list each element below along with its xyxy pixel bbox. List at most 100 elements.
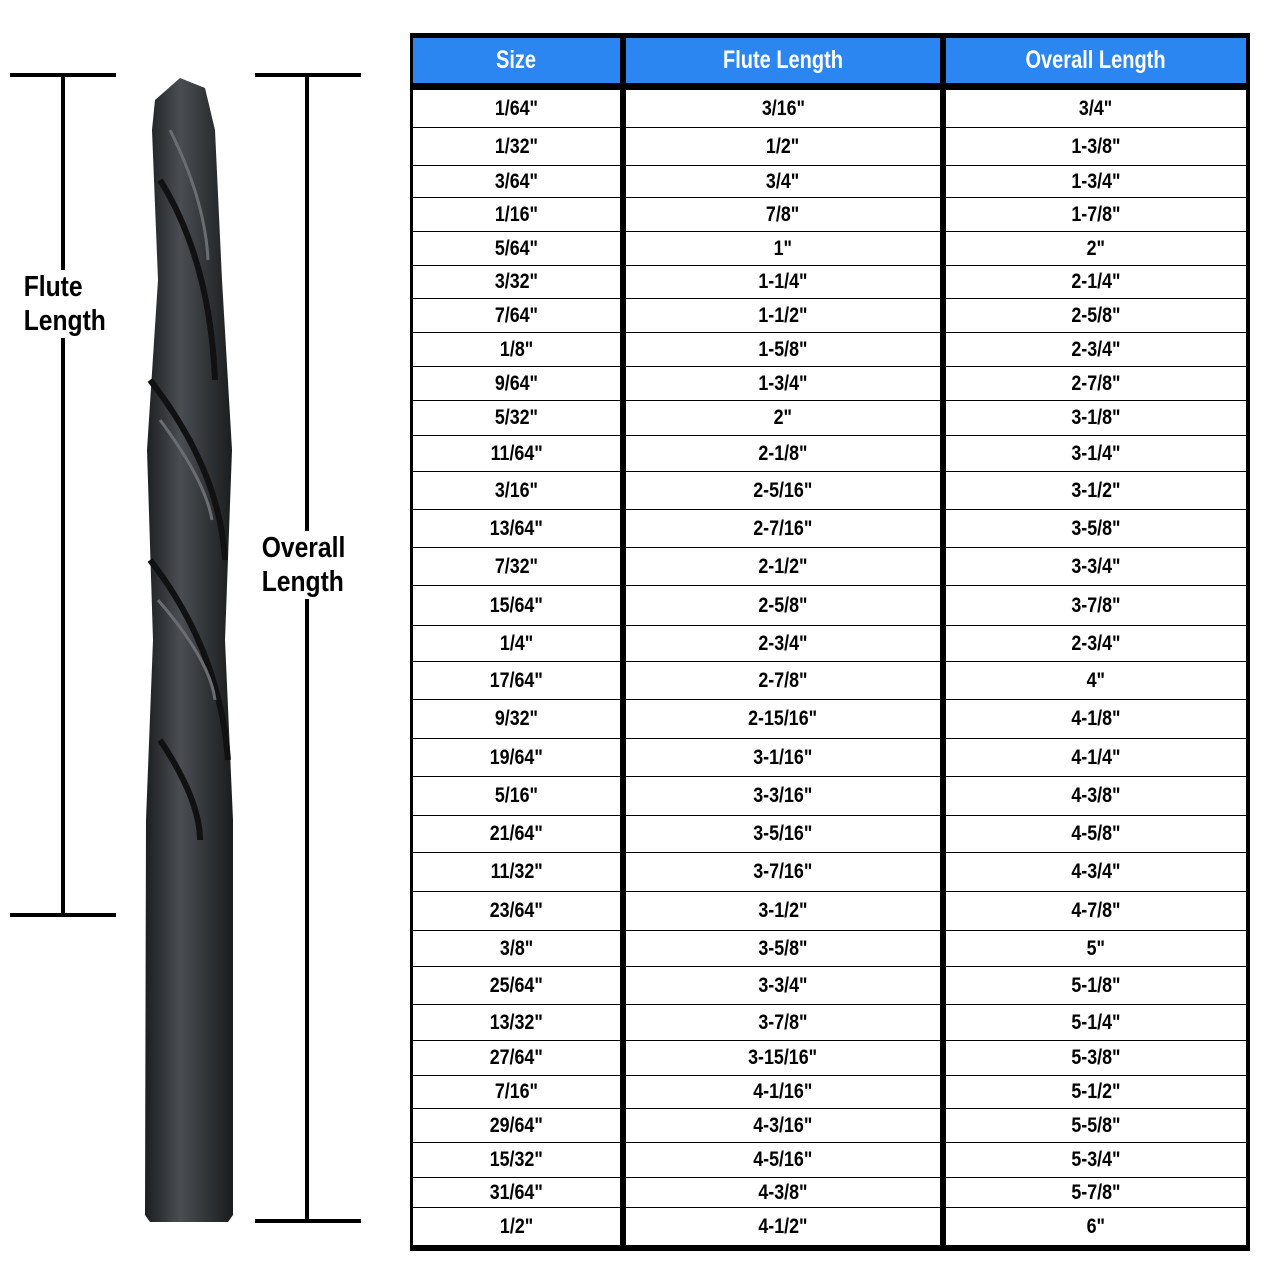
cell-size: 7/64"	[413, 299, 620, 332]
cell-value: 1-7/8"	[1071, 202, 1121, 226]
cell-overall-length: 4-3/8"	[946, 777, 1246, 815]
cell-flute-length: 4-1/16"	[626, 1076, 940, 1108]
cell-value: 3/4"	[766, 169, 800, 193]
cell-value: 1-3/8"	[1071, 134, 1121, 158]
flute-dimension-line	[61, 75, 65, 915]
cell-flute-length: 2-1/2"	[626, 548, 940, 585]
cell-size: 1/4"	[413, 626, 620, 661]
size-chart-table: Size Flute Length Overall Length 1/64" 3/16"…	[410, 33, 1250, 1251]
header-label: Overall Length	[1025, 46, 1167, 74]
cell-flute-length: 3-7/16"	[626, 853, 940, 891]
cell-value: 3/64"	[494, 169, 539, 193]
overall-dimension-bottom-tick	[255, 1219, 361, 1223]
cell-value: 17/64"	[489, 668, 544, 692]
cell-value: 1"	[773, 236, 793, 260]
cell-flute-length: 1-5/8"	[626, 333, 940, 366]
cell-overall-length: 2"	[946, 232, 1246, 265]
cell-size: 9/32"	[413, 700, 620, 738]
cell-size: 13/64"	[413, 510, 620, 547]
cell-flute-length: 3-5/16"	[626, 816, 940, 852]
cell-overall-length: 4-1/4"	[946, 739, 1246, 776]
cell-value: 4-5/8"	[1071, 822, 1121, 845]
cell-size: 27/64"	[413, 1041, 620, 1075]
cell-size: 15/64"	[413, 586, 620, 625]
cell-value: 15/64"	[489, 593, 544, 617]
cell-value: 5-3/4"	[1071, 1148, 1121, 1171]
cell-value: 4-7/8"	[1071, 899, 1121, 922]
cell-flute-length: 3-1/2"	[626, 892, 940, 930]
cell-value: 2-7/8"	[1071, 371, 1121, 395]
cell-value: 5-5/8"	[1071, 1113, 1121, 1137]
cell-value: 7/64"	[494, 303, 539, 327]
cell-value: 3-3/4"	[1071, 554, 1121, 578]
cell-overall-length: 2-3/4"	[946, 333, 1246, 366]
cell-value: 1/16"	[494, 202, 539, 226]
cell-value: 2"	[773, 406, 793, 429]
cell-size: 1/16"	[413, 198, 620, 231]
cell-size: 5/32"	[413, 401, 620, 435]
cell-flute-length: 4-1/2"	[626, 1208, 940, 1245]
cell-overall-length: 6"	[946, 1208, 1246, 1245]
cell-value: 4"	[1086, 668, 1106, 692]
cell-value: 25/64"	[489, 973, 544, 997]
cell-value: 3/8"	[499, 936, 534, 960]
cell-overall-length: 3/4"	[946, 90, 1246, 127]
cell-flute-length: 1-3/4"	[626, 367, 940, 400]
cell-size: 9/64"	[413, 367, 620, 400]
cell-value: 2-7/16"	[753, 516, 813, 540]
cell-overall-length: 5-3/8"	[946, 1041, 1246, 1075]
cell-value: 4-1/2"	[758, 1214, 808, 1238]
cell-value: 1/8"	[499, 337, 534, 361]
cell-value: 1/2"	[499, 1214, 534, 1238]
cell-flute-length: 2-7/16"	[626, 510, 940, 547]
cell-value: 1-3/4"	[758, 371, 808, 395]
cell-value: 5/64"	[494, 236, 539, 260]
cell-flute-length: 1"	[626, 232, 940, 265]
cell-overall-length: 5-1/8"	[946, 967, 1246, 1004]
cell-overall-length: 4-7/8"	[946, 892, 1246, 930]
cell-value: 1/4"	[499, 631, 534, 655]
cell-value: 3-7/8"	[1071, 593, 1121, 617]
cell-value: 2-3/4"	[758, 631, 808, 655]
cell-flute-length: 4-3/16"	[626, 1109, 940, 1142]
flute-label-line2: Length	[23, 305, 106, 337]
cell-value: 5-1/4"	[1071, 1010, 1121, 1034]
cell-value: 3-3/4"	[758, 973, 808, 997]
cell-value: 2-5/16"	[753, 478, 813, 502]
cell-value: 3/16"	[494, 478, 539, 502]
cell-overall-length: 3-1/2"	[946, 472, 1246, 509]
cell-overall-length: 1-7/8"	[946, 198, 1246, 231]
cell-value: 13/64"	[489, 516, 544, 540]
cell-flute-length: 1-1/2"	[626, 299, 940, 332]
cell-value: 11/64"	[490, 441, 543, 465]
cell-overall-length: 3-3/4"	[946, 548, 1246, 585]
cell-overall-length: 3-1/4"	[946, 436, 1246, 471]
cell-size: 3/8"	[413, 931, 620, 966]
cell-flute-length: 2-15/16"	[626, 700, 940, 738]
cell-value: 5-3/8"	[1071, 1046, 1121, 1069]
cell-value: 3-1/16"	[753, 745, 813, 769]
cell-value: 1-5/8"	[758, 337, 808, 361]
cell-flute-length: 4-5/16"	[626, 1143, 940, 1177]
cell-value: 19/64"	[489, 745, 544, 769]
header-label: Flute Length	[722, 46, 843, 74]
cell-value: 7/8"	[766, 202, 800, 226]
cell-size: 15/32"	[413, 1143, 620, 1177]
cell-value: 3-1/8"	[1071, 406, 1121, 429]
cell-value: 1/2"	[766, 134, 800, 158]
cell-value: 3-1/2"	[1071, 478, 1121, 502]
cell-size: 1/8"	[413, 333, 620, 366]
overall-label-line1: Overall	[261, 532, 346, 564]
cell-flute-length: 2-7/8"	[626, 662, 940, 699]
cell-size: 23/64"	[413, 892, 620, 930]
cell-value: 3/4"	[1079, 96, 1113, 120]
cell-flute-length: 3-5/8"	[626, 931, 940, 966]
cell-value: 3-7/8"	[758, 1010, 808, 1034]
cell-overall-length: 3-7/8"	[946, 586, 1246, 625]
cell-value: 5-1/8"	[1071, 973, 1121, 997]
cell-flute-length: 2"	[626, 401, 940, 435]
cell-flute-length: 7/8"	[626, 198, 940, 231]
cell-value: 1/64"	[494, 96, 539, 120]
cell-overall-length: 4-3/4"	[946, 853, 1246, 891]
cell-flute-length: 3-3/16"	[626, 777, 940, 815]
